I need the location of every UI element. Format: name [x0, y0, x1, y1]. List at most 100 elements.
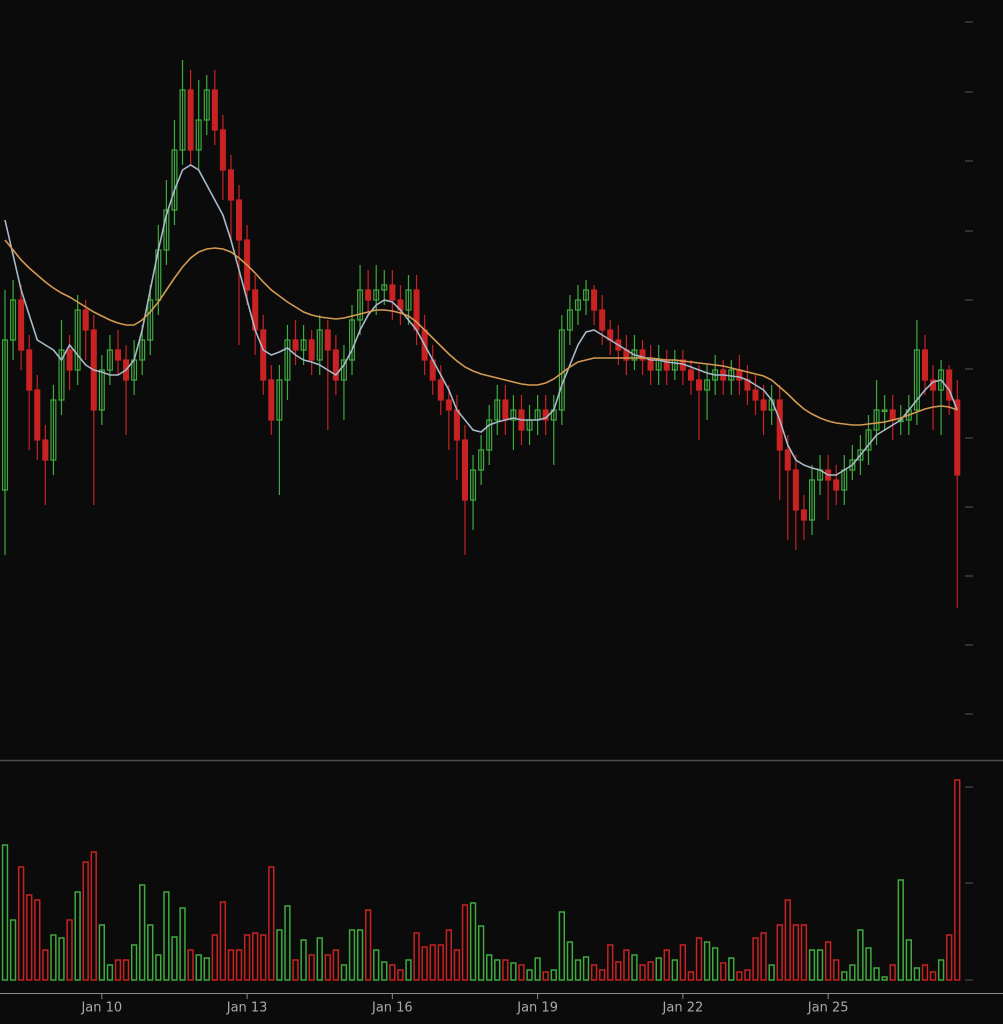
candle-body — [139, 339, 146, 361]
volume-bar — [833, 959, 840, 981]
x-tick-label: Jan 10 — [80, 1001, 122, 1016]
candle-body — [42, 439, 49, 461]
candle-body — [284, 339, 291, 381]
candle-body — [381, 284, 388, 291]
candle-body — [857, 449, 864, 461]
volume-bar — [405, 959, 412, 981]
candle-body — [357, 289, 364, 321]
volume-bar — [849, 964, 856, 981]
candle-body — [260, 329, 267, 381]
volume-bar — [364, 909, 372, 981]
candle-body — [211, 89, 218, 131]
volume-bar — [768, 964, 775, 981]
volume-bar — [243, 934, 251, 981]
volume-bar — [308, 954, 315, 981]
candle-body — [760, 399, 767, 411]
candle-body — [437, 379, 444, 401]
volume-bar — [518, 964, 525, 981]
candle-body — [792, 469, 799, 511]
volume-bar — [607, 944, 614, 981]
candle-body — [82, 309, 89, 331]
volume-bar — [58, 937, 65, 981]
moving-average-line — [4, 239, 958, 426]
candle-body — [316, 329, 323, 361]
candle-body — [486, 419, 493, 451]
volume-bar — [647, 961, 654, 981]
volume-bar — [276, 929, 283, 981]
volume-bar — [284, 905, 291, 981]
volume-bar — [889, 964, 896, 981]
candle-body — [163, 209, 170, 251]
candle-body — [889, 409, 896, 421]
candle-body — [647, 359, 654, 371]
volume-bar — [66, 919, 73, 981]
candle-body — [736, 369, 743, 381]
candle-body — [833, 479, 840, 491]
volume-bar — [187, 949, 194, 981]
candle-body — [147, 299, 154, 341]
volume-bar — [227, 949, 235, 981]
volume-bar — [816, 949, 824, 981]
x-tick-label: Jan 22 — [662, 1001, 704, 1016]
candle-body — [308, 339, 315, 361]
volume-bar — [881, 976, 888, 981]
candle-body — [324, 329, 331, 351]
candle-body — [881, 409, 888, 413]
candle-body — [114, 349, 122, 361]
moving-average-line — [4, 164, 958, 476]
candle-body — [227, 169, 234, 201]
candle-body — [405, 289, 412, 311]
candle-body — [687, 369, 694, 381]
volume-bar — [873, 967, 880, 981]
volume-bar — [147, 924, 154, 981]
volume-bar — [494, 959, 501, 981]
volume-bar — [163, 891, 170, 981]
volume-bar — [526, 969, 533, 981]
volume-bar — [50, 934, 57, 981]
volume-bar — [502, 959, 509, 981]
volume-bar — [752, 937, 759, 981]
volume-bar — [324, 954, 331, 981]
candle-body — [276, 379, 283, 421]
candle-body — [219, 129, 226, 171]
volume-bar — [623, 949, 630, 981]
volume-bar — [687, 971, 695, 981]
volume-bar — [558, 911, 565, 981]
volume-bar — [566, 941, 574, 981]
candle-body — [50, 399, 57, 461]
volume-bar — [381, 961, 388, 981]
candle-body — [1, 339, 9, 491]
candle-body — [26, 349, 33, 391]
candle-body — [373, 289, 380, 301]
volume-bar — [711, 947, 719, 981]
volume-bar — [905, 939, 913, 981]
candle-body — [494, 399, 501, 421]
candle-body — [74, 309, 81, 371]
candle-body — [873, 409, 880, 431]
volume-bar — [792, 924, 800, 981]
volume-bar — [639, 964, 646, 981]
volume-bar — [42, 949, 49, 981]
candle-body — [66, 349, 73, 371]
volume-bar — [655, 957, 662, 981]
volume-bar — [332, 949, 340, 981]
volume-bar — [865, 947, 872, 981]
x-tick-label: Jan 19 — [516, 1001, 558, 1016]
candle-body — [566, 309, 573, 331]
candle-body — [502, 399, 509, 421]
volume-bar — [373, 949, 380, 981]
candle-body — [639, 349, 646, 361]
candle-body — [453, 409, 460, 441]
volume-bar — [292, 959, 299, 981]
candle-body — [591, 289, 598, 311]
candle-body — [106, 349, 113, 371]
candle-body — [695, 379, 703, 391]
volume-bar — [921, 964, 929, 981]
volume-bar — [760, 932, 767, 981]
candle-body — [784, 449, 791, 471]
volume-bar — [631, 954, 638, 981]
candle-body — [445, 399, 452, 411]
volume-bar — [211, 934, 218, 981]
candle-body — [389, 284, 396, 301]
volume-bar — [429, 944, 436, 981]
